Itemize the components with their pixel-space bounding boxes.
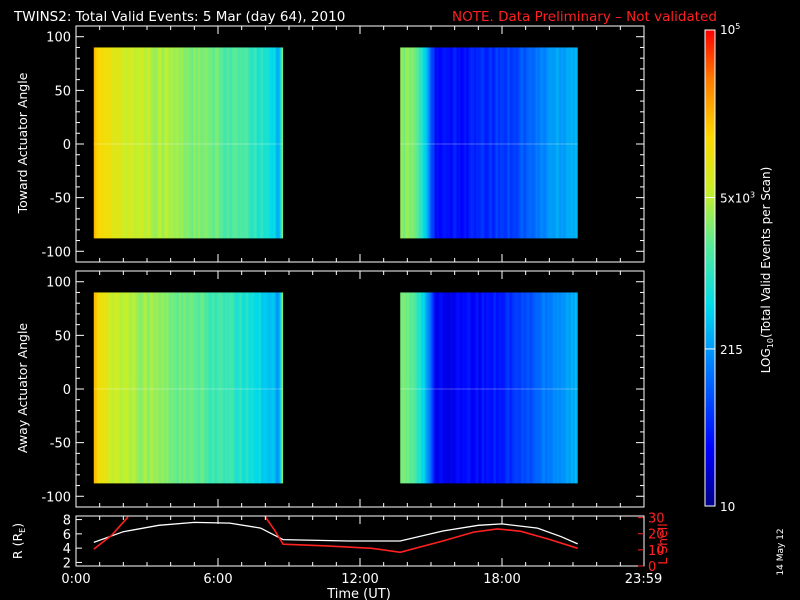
y-tick-label: -50 bbox=[50, 192, 71, 207]
time-axis-label: Time (UT) bbox=[326, 587, 391, 600]
lshell-tick-label: 10 bbox=[648, 544, 665, 559]
colorbar-tick-label: 10 bbox=[720, 500, 735, 514]
radius-axis-label: R (RE) bbox=[10, 523, 27, 559]
radius-line bbox=[93, 521, 578, 545]
colorbar-tick-label: 215 bbox=[720, 343, 743, 357]
x-tick-label: 12:00 bbox=[341, 572, 378, 587]
heatmap-block bbox=[93, 47, 284, 239]
toward-angle-label: Toward Actuator Angle bbox=[15, 72, 30, 214]
radius-tick-label: 8 bbox=[63, 514, 71, 529]
heatmap-block bbox=[400, 47, 578, 239]
preliminary-note: NOTE. Data Preliminary – Not validated bbox=[452, 9, 717, 25]
y-tick-label: 0 bbox=[63, 138, 71, 153]
colorbar-label: LOG10(Total Valid Events per Scan) bbox=[759, 167, 775, 374]
x-tick-label: 18:00 bbox=[483, 572, 520, 587]
y-tick-label: 50 bbox=[54, 84, 71, 99]
toward-angle-panel: 100 50 0 -50 -100 bbox=[41, 25, 645, 263]
heatmap-block bbox=[400, 292, 578, 484]
colorbar-tick-label: 105 bbox=[720, 22, 740, 37]
y-tick-label: 100 bbox=[46, 31, 71, 46]
radius-tick-label: 2 bbox=[63, 556, 71, 571]
y-tick-label: 0 bbox=[63, 383, 71, 398]
lshell-tick-label: 20 bbox=[648, 528, 665, 543]
x-tick-label: 6:00 bbox=[203, 572, 232, 587]
lshell-tick-label: 30 bbox=[648, 512, 665, 527]
y-tick-label: 50 bbox=[54, 329, 71, 344]
y-tick-label: -100 bbox=[41, 490, 71, 505]
chart-title: TWINS2: Total Valid Events: 5 Mar (day 6… bbox=[13, 9, 345, 25]
lshell-line bbox=[264, 516, 578, 554]
x-tick-label: 23:59 bbox=[625, 572, 662, 587]
radius-tick-label: 6 bbox=[63, 528, 71, 543]
radius-tick-label: 4 bbox=[63, 542, 71, 557]
colorbar-tick-label: 5x103 bbox=[720, 191, 755, 206]
date-stamp: 14 May 12 bbox=[776, 528, 786, 575]
y-tick-label: -100 bbox=[41, 245, 71, 260]
away-angle-panel: 100 50 0 -50 -100 bbox=[41, 270, 645, 508]
y-tick-label: 100 bbox=[46, 276, 71, 291]
lshell-line bbox=[93, 516, 129, 550]
lshell-axis-label: L Shell bbox=[655, 523, 670, 564]
heatmap-block bbox=[93, 292, 284, 484]
lshell-tick-label: 0 bbox=[648, 560, 656, 575]
x-tick-label: 0:00 bbox=[61, 572, 90, 587]
colorbar: 105 5x103 215 10 bbox=[704, 22, 755, 514]
y-tick-label: -50 bbox=[50, 437, 71, 452]
colorbar-scale bbox=[704, 29, 716, 507]
away-angle-label: Away Actuator Angle bbox=[15, 323, 30, 454]
